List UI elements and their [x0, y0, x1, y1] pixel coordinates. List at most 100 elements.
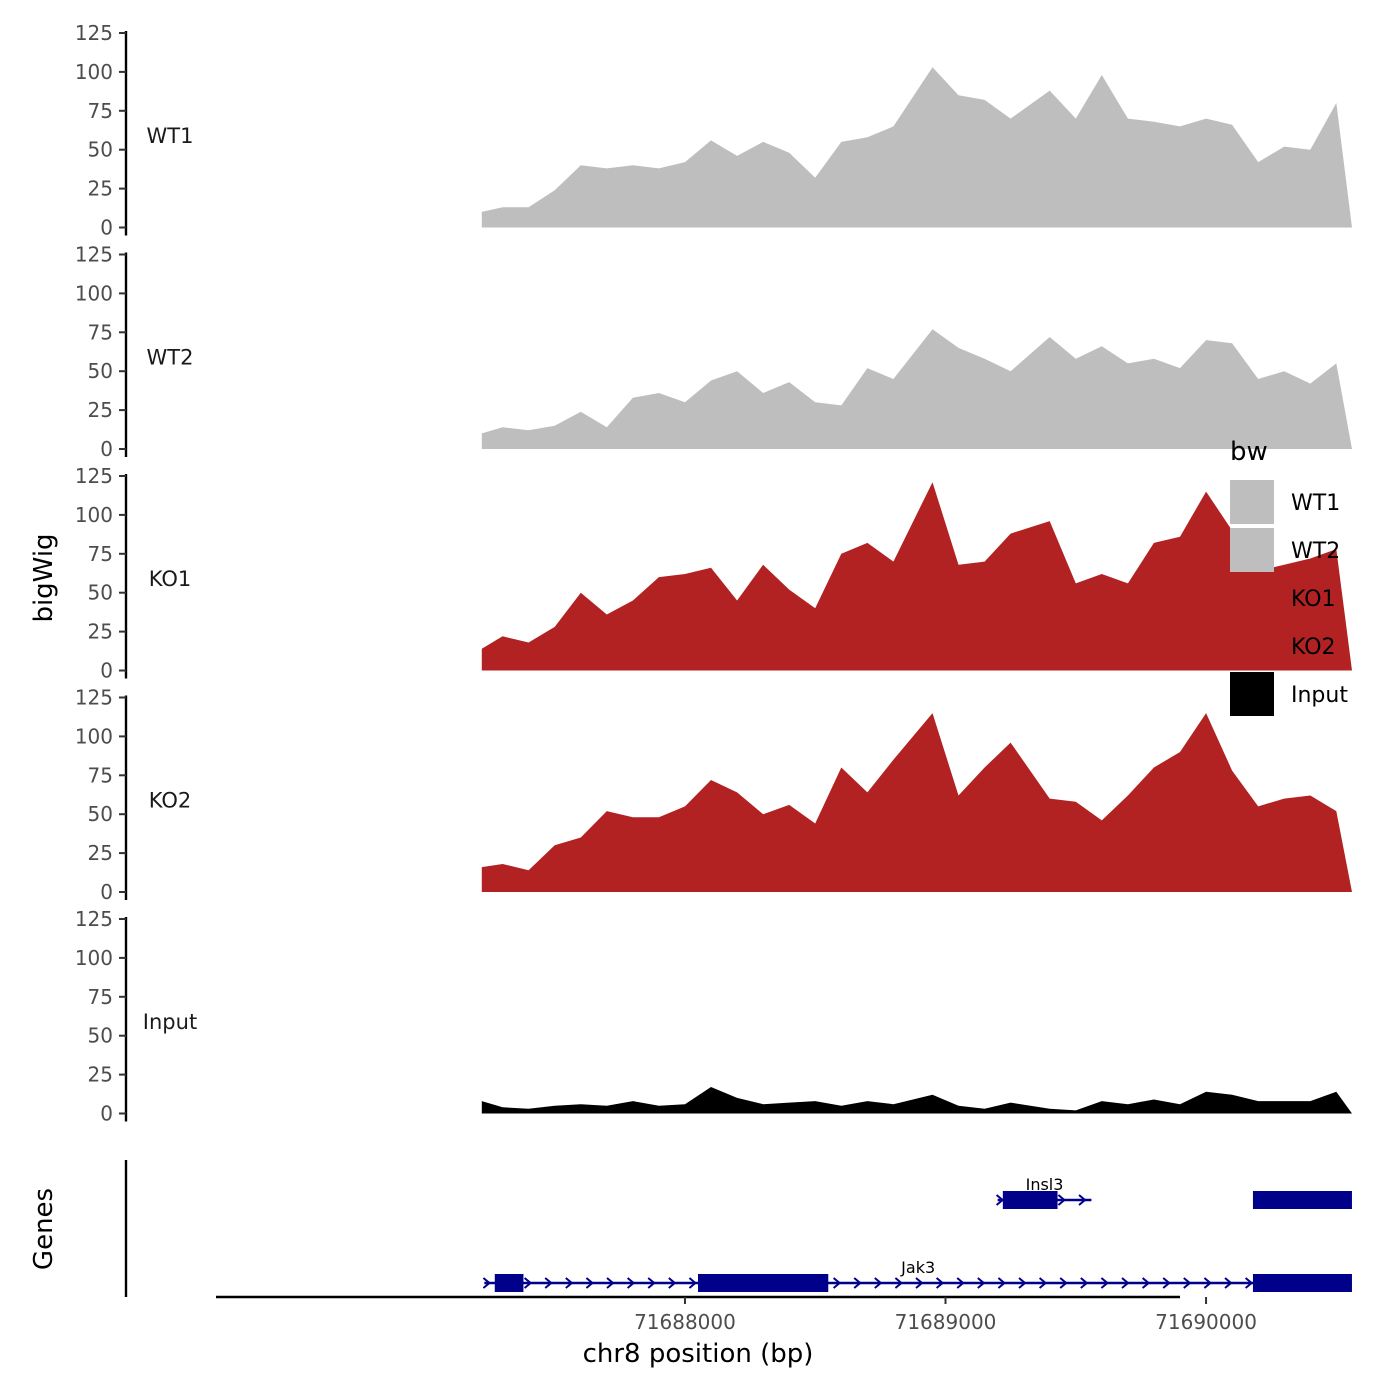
legend-label: WT1: [1291, 491, 1340, 516]
legend-item-input: Input: [1230, 672, 1348, 716]
strand-arrow: [853, 1277, 862, 1289]
x-axis-title: chr8 position (bp): [583, 1339, 814, 1369]
strand-arrow: [565, 1277, 574, 1289]
legend-item-wt1: WT1: [1230, 480, 1340, 524]
legend-swatch: [1230, 480, 1274, 524]
y-tick-label: 25: [88, 398, 113, 422]
strand-arrow: [894, 1277, 903, 1289]
y-tick-label: 75: [88, 320, 113, 344]
gene-label: Insl3: [1026, 1175, 1064, 1194]
legend-label: KO2: [1291, 635, 1336, 660]
y-tick-label: 50: [88, 138, 113, 162]
y-tick-label: 0: [100, 1102, 113, 1126]
strand-arrow: [1121, 1277, 1130, 1289]
legend-label: Input: [1291, 683, 1348, 708]
area-input: [481, 1087, 1352, 1114]
exon: [1002, 1191, 1058, 1209]
y-tick-label: 100: [75, 60, 113, 84]
legend: bw WT1 WT2 KO1 KO2 Input: [1230, 437, 1348, 716]
strand-arrow: [1078, 1194, 1087, 1206]
legend-swatch: [1230, 672, 1274, 716]
facet-label-input: Input: [143, 1010, 197, 1034]
strand-arrow: [995, 1194, 1005, 1206]
y-tick-label: 100: [75, 724, 113, 748]
strand-arrow: [626, 1277, 636, 1289]
track-ko2: 0 25 50 75 100 125 KO2: [75, 686, 1352, 904]
facet-label-wt1: WT1: [147, 124, 194, 148]
strand-arrow: [585, 1277, 594, 1289]
strand-arrow: [1100, 1277, 1109, 1289]
y-tick-label: 75: [88, 99, 113, 123]
y-tick-label: 50: [88, 359, 113, 383]
x-tick-label: 71689000: [895, 1310, 997, 1334]
x-tick-label: 71688000: [634, 1310, 736, 1334]
y-tick-label: 0: [100, 659, 113, 683]
y-tick-label: 25: [88, 620, 113, 644]
y-tick-label: 0: [100, 437, 113, 461]
strand-arrow: [1057, 1194, 1066, 1206]
y-tick-label: 75: [88, 985, 113, 1009]
strand-arrow: [997, 1277, 1006, 1289]
strand-arrow: [647, 1277, 656, 1289]
exon: [1252, 1191, 1352, 1209]
y-tick-label: 25: [88, 177, 113, 201]
strand-arrow: [544, 1277, 553, 1289]
y-tick-label: 125: [75, 686, 113, 710]
strand-arrow: [1244, 1277, 1254, 1289]
y-tick-label: 0: [100, 880, 113, 904]
exon: [494, 1274, 524, 1292]
strand-arrow: [977, 1277, 986, 1289]
strand-arrow: [606, 1277, 615, 1289]
legend-label: KO1: [1291, 587, 1336, 612]
legend-item-ko1: KO1: [1230, 576, 1336, 620]
strand-arrow: [523, 1277, 533, 1289]
strand-arrow: [1183, 1277, 1192, 1289]
y-axis-title: bigWig: [29, 533, 59, 622]
y-tick-label: 125: [75, 907, 113, 931]
track-ko1: 0 25 50 75 100 125 KO1: [75, 464, 1352, 683]
area-ko2: [481, 713, 1352, 892]
strand-arrow: [1080, 1277, 1089, 1289]
y-tick-label: 75: [88, 763, 113, 787]
track-wt1: 0 25 50 75 100 125 WT1: [75, 21, 1352, 240]
legend-title: bw: [1230, 437, 1268, 467]
facet-label-ko1: KO1: [149, 567, 192, 591]
legend-swatch: [1230, 576, 1274, 620]
y-tick-label: 25: [88, 841, 113, 865]
genes-label: Genes: [29, 1188, 59, 1270]
gene-insl3: Insl3: [995, 1175, 1352, 1209]
y-tick-label: 25: [88, 1063, 113, 1087]
strand-arrow: [668, 1277, 677, 1289]
y-tick-label: 75: [88, 542, 113, 566]
strand-arrow: [874, 1277, 883, 1289]
strand-arrow: [1018, 1277, 1027, 1289]
strand-arrow: [1059, 1277, 1068, 1289]
legend-item-wt2: WT2: [1230, 528, 1340, 572]
signal-tracks: 0 25 50 75 100 125 WT1 0 25 50 75 100 125 WT2 0 25 50 75 1…: [75, 21, 1352, 1126]
strand-arrow: [935, 1277, 945, 1289]
y-tick-label: 0: [100, 216, 113, 240]
y-tick-label: 125: [75, 464, 113, 488]
strand-arrow: [1038, 1277, 1048, 1289]
strand-arrow: [832, 1277, 842, 1289]
strand-arrow: [482, 1277, 491, 1289]
y-tick-label: 125: [75, 21, 113, 45]
y-tick-label: 125: [75, 243, 113, 267]
legend-label: WT2: [1291, 539, 1340, 564]
facet-label-ko2: KO2: [149, 789, 192, 813]
gene-label: Jak3: [900, 1258, 935, 1277]
area-wt1: [481, 67, 1352, 228]
strand-arrow: [1224, 1277, 1233, 1289]
strand-arrow: [1141, 1277, 1151, 1289]
y-tick-label: 100: [75, 946, 113, 970]
track-input: 0 25 50 75 100 125 Input: [75, 907, 1352, 1126]
strand-arrow: [1203, 1277, 1212, 1289]
area-wt2: [481, 329, 1352, 449]
exon: [1252, 1274, 1352, 1292]
y-tick-label: 100: [75, 503, 113, 527]
y-tick-label: 100: [75, 281, 113, 305]
exon: [698, 1274, 829, 1292]
y-tick-label: 50: [88, 802, 113, 826]
strand-arrow: [688, 1277, 697, 1289]
